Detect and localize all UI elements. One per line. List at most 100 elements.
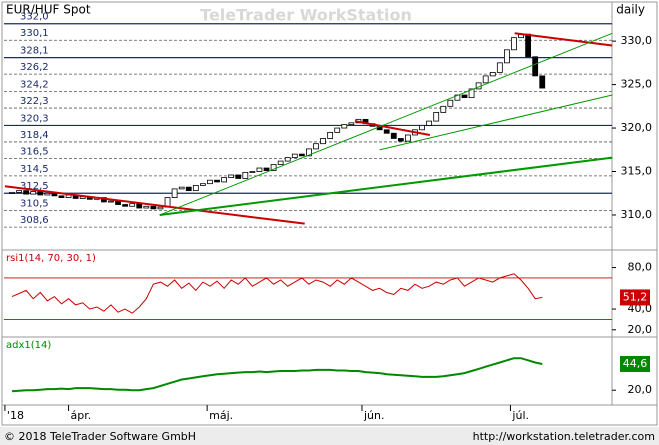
candle	[23, 190, 30, 195]
x-tick-label: júl.	[511, 409, 529, 422]
candle	[129, 203, 136, 207]
level-label: 328,1	[20, 46, 49, 57]
candle	[461, 94, 468, 99]
panel-title: adx1(14)	[6, 340, 51, 351]
y-tick-label: 20,0	[628, 383, 653, 396]
candle	[270, 164, 277, 172]
candle	[249, 171, 256, 173]
candle	[525, 33, 532, 58]
level-label: 312,5	[20, 181, 49, 192]
level-label: 332,0	[20, 12, 49, 23]
y-tick-label: 315,0	[621, 165, 653, 178]
trendline	[514, 32, 613, 47]
candle	[136, 203, 143, 209]
candle	[313, 143, 319, 150]
candle	[9, 191, 15, 194]
candle	[178, 186, 185, 190]
last-value-box	[620, 355, 650, 372]
candle	[320, 138, 326, 145]
level-label: 326,2	[20, 62, 49, 73]
candle	[327, 131, 334, 139]
candle	[511, 37, 517, 51]
candle	[30, 191, 37, 195]
candle	[37, 191, 44, 196]
candle	[58, 195, 65, 198]
candle	[143, 205, 150, 209]
candle	[397, 138, 404, 142]
y-tick-label: 325,0	[621, 78, 653, 91]
candle	[440, 105, 447, 113]
candle	[390, 132, 397, 139]
candle	[108, 200, 114, 203]
candle	[228, 174, 235, 178]
candle	[256, 167, 263, 172]
footer-right: http://workstation.teletrader.com	[473, 430, 655, 443]
candle	[306, 148, 312, 157]
level-label: 324,2	[20, 80, 49, 91]
candle	[171, 188, 178, 198]
interval: daily	[616, 3, 645, 17]
trendline	[4, 185, 305, 225]
candle	[277, 160, 284, 165]
indicator-line	[11, 357, 543, 393]
candle	[334, 127, 341, 133]
footer-left: © 2018 TeleTrader Software GmbH	[4, 430, 196, 443]
candle	[235, 174, 242, 179]
footer-bar	[0, 427, 659, 445]
candle	[426, 120, 433, 126]
indicator-line	[11, 273, 543, 314]
level-label: 316,5	[20, 146, 49, 157]
candle	[468, 88, 475, 99]
last-value-box	[620, 289, 650, 306]
y-tick-label: 330,0	[621, 34, 653, 47]
candle	[503, 49, 510, 64]
last-value-label: 51,2	[623, 290, 648, 303]
level-label: 330,1	[20, 28, 49, 39]
trendline	[354, 120, 431, 136]
candle	[489, 72, 496, 77]
candle	[157, 206, 164, 210]
level-label: 322,3	[20, 96, 49, 107]
frame	[1, 1, 658, 426]
candle	[532, 56, 539, 77]
panel-title: rsi1(14, 70, 30, 1)	[6, 253, 96, 264]
candle	[341, 124, 348, 129]
candle	[192, 185, 199, 192]
trendline	[159, 156, 613, 216]
candle	[185, 186, 192, 192]
chart-title: EUR/HUF Spot	[6, 3, 91, 17]
candle	[122, 204, 129, 207]
candle	[207, 179, 213, 185]
candle	[16, 190, 22, 193]
candle	[348, 122, 355, 125]
x-tick-label: '18	[7, 409, 24, 422]
x-tick-label: máj.	[209, 409, 233, 422]
candle	[199, 183, 206, 186]
level-label: 310,5	[20, 199, 49, 210]
candle	[482, 75, 489, 84]
y-tick-label: 320,0	[621, 121, 653, 134]
y-tick-label: 310,0	[621, 208, 653, 221]
trendline	[379, 94, 613, 151]
candle	[405, 134, 411, 142]
candle	[150, 205, 157, 210]
last-value-label: 44,6	[623, 357, 648, 370]
candle	[242, 171, 249, 179]
candle	[496, 62, 503, 73]
y-tick-label: 20,0	[628, 323, 653, 336]
level-label: 318,4	[20, 130, 49, 141]
candle	[433, 111, 440, 122]
candle	[298, 153, 305, 157]
candle	[419, 125, 425, 131]
candle	[284, 157, 291, 162]
candle	[447, 99, 454, 107]
level-label: 314,5	[20, 164, 49, 175]
candle	[263, 167, 270, 172]
y-tick-label: 80,0	[628, 261, 653, 274]
candle	[539, 75, 546, 89]
x-tick-label: jún.	[363, 409, 385, 422]
level-label: 308,6	[20, 215, 49, 226]
trendline	[159, 32, 613, 216]
